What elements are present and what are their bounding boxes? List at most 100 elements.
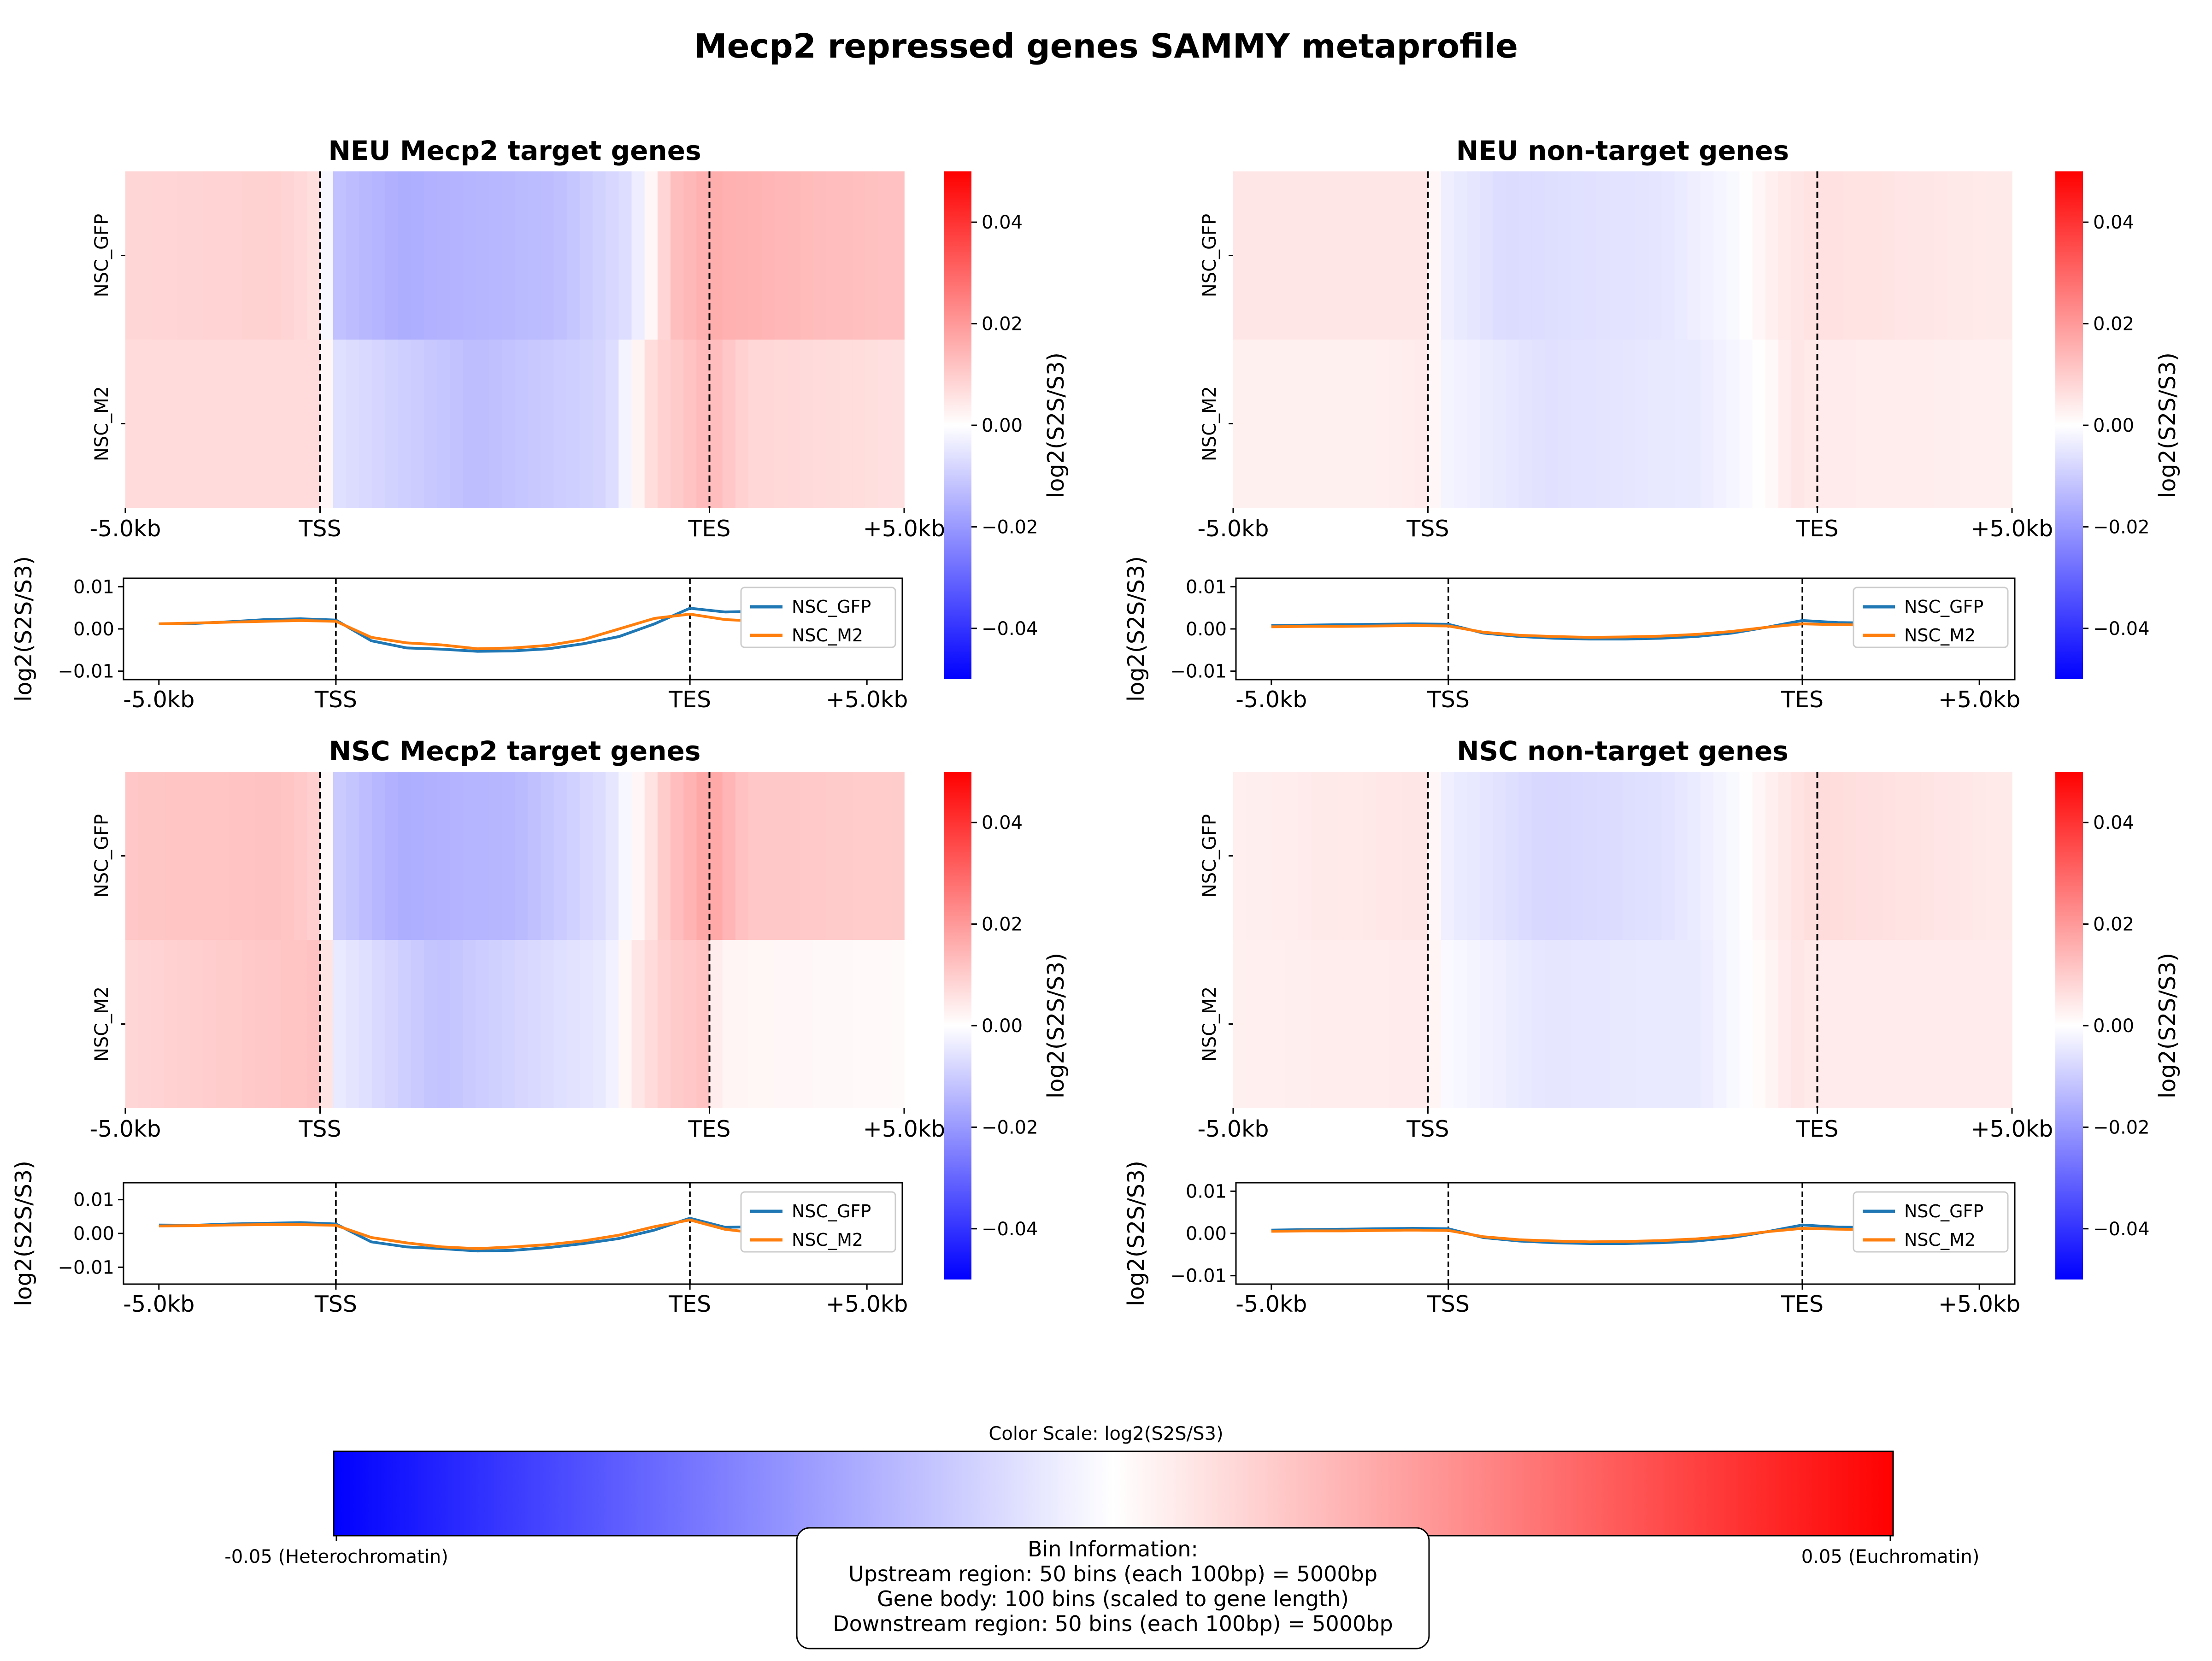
heatmap-cell: [1986, 171, 2000, 340]
heatmap-cell: [1778, 340, 1792, 508]
colorbar-tick-label: −0.02: [2093, 516, 2150, 538]
heatmap-cell: [826, 340, 840, 508]
heatmap-cell: [372, 772, 386, 940]
heatmap-cell: [125, 772, 139, 940]
heatmap-cell: [294, 772, 308, 940]
heatmap-cell: [618, 940, 632, 1108]
heatmap-cell: [553, 340, 567, 508]
heatmap-cell: [1830, 340, 1844, 508]
heatmap-cell: [1713, 940, 1727, 1108]
heatmap-cell: [255, 772, 269, 940]
heatmap-cell: [722, 940, 736, 1108]
heatmap-cell: [1960, 171, 1974, 340]
heatmap-cell: [1298, 340, 1312, 508]
heatmap-cell: [1947, 340, 1961, 508]
heatmap-cell: [631, 340, 645, 508]
heatmap-cell: [450, 171, 464, 340]
heatmap-cell: [1674, 340, 1688, 508]
heatmap-cell: [696, 772, 710, 940]
heatmap-cell: [1285, 772, 1299, 940]
heatmap-cell: [385, 340, 399, 508]
heatmap-cell: [488, 940, 502, 1108]
heatmap-cell: [320, 772, 334, 940]
heatmap-cell: [424, 171, 437, 340]
heatmap-cell: [1311, 940, 1324, 1108]
heatmap-cell: [1908, 940, 1922, 1108]
heatmap-cell: [294, 171, 308, 340]
heatmap-cell: [164, 171, 178, 340]
heatmap-cell: [1700, 940, 1714, 1108]
heatmap-cell: [722, 171, 736, 340]
heatmap-cell: [1765, 171, 1779, 340]
heatmap-cell: [385, 940, 399, 1108]
heatmap-cell: [1999, 171, 2012, 340]
heatmap-cell: [683, 171, 697, 340]
heatmap-cell: [618, 171, 632, 340]
heatmap-cell: [1324, 171, 1338, 340]
heatmap-cell: [1830, 171, 1844, 340]
y-tick-label: 0.01: [73, 576, 114, 598]
legend-label: NSC_M2: [792, 625, 863, 646]
heatmap-cell: [476, 772, 489, 940]
heatmap-cell: [787, 772, 801, 940]
heatmap-cell: [372, 940, 386, 1108]
heatmap-cell: [631, 940, 645, 1108]
heatmap-cell: [1259, 340, 1273, 508]
heatmap-cell: [1583, 940, 1597, 1108]
heatmap-cell: [333, 940, 347, 1108]
heatmap-cell: [125, 340, 139, 508]
heatmap-cell: [618, 340, 632, 508]
heatmap-cell: [1869, 340, 1883, 508]
heatmap-cell: [683, 340, 697, 508]
heatmap-cell: [1531, 772, 1545, 940]
heatmap-cell: [1609, 171, 1623, 340]
heatmap-cell: [787, 940, 801, 1108]
heatmap-cell: [541, 772, 554, 940]
heatmap-cell: [1389, 340, 1402, 508]
colorbar-tick-label: 0.00: [2093, 1015, 2134, 1037]
colorbar-label: log2(S2S/S3): [1043, 953, 1069, 1098]
legend-label: NSC_GFP: [792, 597, 871, 617]
heatmap-cell: [501, 340, 515, 508]
heatmap-cell: [709, 772, 723, 940]
heatmap-cell: [1726, 171, 1740, 340]
heatmap-cell: [1441, 772, 1454, 940]
heatmap-cell: [1596, 171, 1610, 340]
heatmap-cell: [528, 772, 541, 940]
heatmap-cell: [1947, 940, 1961, 1108]
heatmap-cell: [631, 772, 645, 940]
heatmap-cell: [1635, 171, 1649, 340]
heatmap-cell: [1999, 772, 2012, 940]
heatmap-cell: [398, 772, 412, 940]
heatmap-cell: [1739, 772, 1753, 940]
heatmap-cell: [1233, 772, 1247, 940]
heatmap-cell: [774, 772, 788, 940]
heatmap-cell: [1713, 340, 1727, 508]
heatmap-cell: [1934, 772, 1947, 940]
bottom-colorbar-right-label: 0.05 (Euchromatin): [1801, 1546, 1980, 1567]
heatmap-cell: [826, 171, 840, 340]
heatmap-cell: [644, 940, 658, 1108]
x-tick-label: -5.0kb: [89, 1116, 161, 1142]
legend-label: NSC_GFP: [792, 1201, 871, 1221]
panel-title: NSC non-target genes: [1457, 735, 1788, 767]
heatmap-cell: [1506, 772, 1519, 940]
heatmap-cell: [1700, 171, 1714, 340]
heatmap-cell: [1506, 171, 1519, 340]
heatmap-cell: [1778, 772, 1792, 940]
row-label: NSC_M2: [91, 386, 112, 461]
heatmap-cell: [1506, 940, 1519, 1108]
heatmap-cell: [1882, 940, 1896, 1108]
heatmap-cell: [891, 340, 905, 508]
heatmap-cell: [242, 772, 256, 940]
heatmap-cell: [1765, 772, 1779, 940]
x-tick-label: -5.0kb: [89, 516, 161, 542]
colorbar-label: log2(S2S/S3): [2154, 953, 2181, 1098]
heatmap-cell: [1453, 772, 1467, 940]
heatmap-cell: [1713, 171, 1727, 340]
heatmap-cell: [761, 171, 775, 340]
heatmap-cell: [657, 940, 671, 1108]
heatmap-cell: [1713, 772, 1727, 940]
heatmap-cell: [787, 171, 801, 340]
row-label: NSC_M2: [1199, 986, 1220, 1062]
